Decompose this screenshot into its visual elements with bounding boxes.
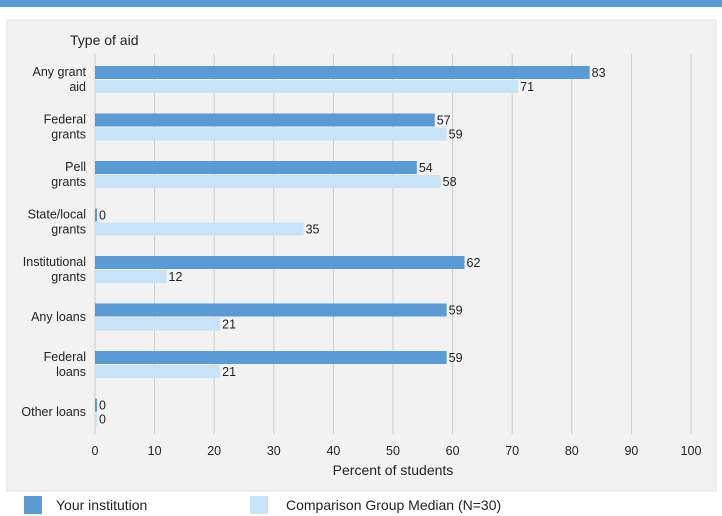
legend-label: Comparison Group Median (N=30) — [286, 497, 501, 513]
data-label: 12 — [169, 270, 183, 284]
legend: Your institution Comparison Group Median … — [24, 496, 501, 514]
bar-comparison-median — [95, 365, 221, 378]
category-label: Any grant — [32, 65, 86, 79]
bar-your-institution — [95, 398, 97, 412]
category-label: State/local — [28, 208, 86, 222]
data-label: 21 — [222, 318, 236, 332]
legend-label: Your institution — [56, 497, 147, 513]
x-tick-label: 70 — [505, 444, 519, 458]
data-label: 0 — [99, 399, 106, 413]
data-label: 0 — [99, 209, 106, 223]
data-label: 21 — [222, 365, 236, 379]
data-label: 83 — [592, 66, 606, 80]
category-label: grants — [51, 175, 86, 189]
category-label: Federal — [44, 113, 86, 127]
x-tick-label: 90 — [624, 444, 638, 458]
bar-comparison-median — [95, 222, 304, 236]
x-axis-title: Percent of students — [333, 462, 454, 478]
data-label: 59 — [449, 128, 463, 142]
chart-panel — [6, 19, 717, 492]
x-tick-label: 40 — [326, 444, 340, 458]
bar-comparison-median — [95, 175, 441, 188]
bar-comparison-median — [95, 412, 97, 426]
x-tick-label: 10 — [148, 444, 162, 458]
data-label: 0 — [99, 413, 106, 427]
bar-comparison-median — [95, 317, 221, 331]
data-label: 59 — [449, 351, 463, 365]
x-tick-label: 100 — [681, 444, 702, 458]
bar-your-institution — [95, 256, 465, 269]
category-label: loans — [56, 365, 86, 379]
data-label: 57 — [437, 114, 451, 128]
x-tick-label: 30 — [267, 444, 281, 458]
bar-your-institution — [95, 303, 447, 317]
bar-your-institution — [95, 161, 417, 174]
category-label: grants — [51, 128, 86, 142]
bar-your-institution — [95, 66, 590, 79]
bar-your-institution — [95, 351, 447, 364]
data-label: 58 — [443, 175, 457, 189]
x-tick-label: 20 — [207, 444, 221, 458]
chart-title: Type of aid — [70, 32, 139, 48]
category-label: Federal — [44, 350, 86, 364]
bar-comparison-median — [95, 127, 447, 141]
x-tick-labels: 0 10 20 30 40 50 60 70 80 90 100 — [92, 444, 702, 458]
category-label: Pell — [65, 160, 86, 174]
x-tick-label: 50 — [386, 444, 400, 458]
bar-your-institution — [95, 113, 435, 127]
x-tick-label: 80 — [565, 444, 579, 458]
data-label: 62 — [467, 256, 481, 270]
category-label: aid — [69, 80, 86, 94]
bar-your-institution — [95, 208, 97, 222]
legend-swatch — [250, 496, 268, 514]
category-label: Institutional — [23, 255, 86, 269]
data-label: 71 — [520, 80, 534, 94]
legend-swatch — [24, 496, 42, 514]
category-labels: Any grantaidFederalgrantsPellgrantsState… — [21, 65, 86, 419]
top-accent-bar — [0, 0, 722, 7]
bar-comparison-median — [95, 270, 167, 283]
category-label: grants — [51, 270, 86, 284]
bar-comparison-median — [95, 80, 519, 93]
x-tick-label: 60 — [446, 444, 460, 458]
category-label: grants — [51, 223, 86, 237]
data-label: 54 — [419, 161, 433, 175]
x-tick-label: 0 — [92, 444, 99, 458]
data-label: 59 — [449, 304, 463, 318]
data-label: 35 — [306, 223, 320, 237]
category-label: Any loans — [31, 310, 86, 324]
category-label: Other loans — [21, 405, 86, 419]
